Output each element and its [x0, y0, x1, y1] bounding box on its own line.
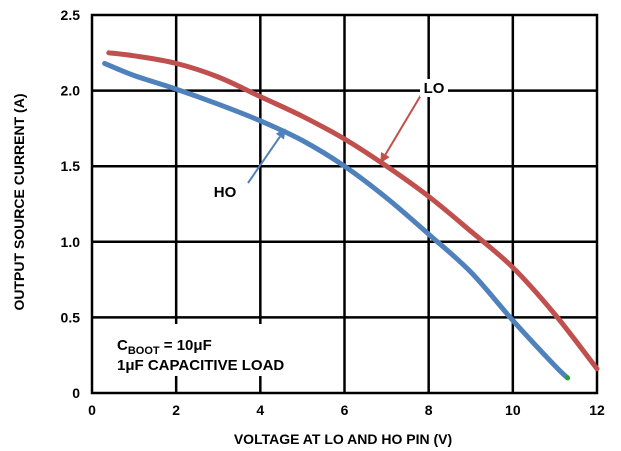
grid [90, 13, 599, 395]
ho-end-marker [565, 375, 571, 381]
x-tick-label-5: 10 [505, 402, 521, 418]
note-c-suffix: = 10μF [160, 337, 212, 354]
x-tick-label-6: 12 [589, 402, 605, 418]
x-axis-title: VOLTAGE AT LO AND HO PIN (V) [234, 431, 452, 447]
annotation-arrow-lo [384, 94, 422, 156]
plot-frame [90, 13, 599, 395]
y-tick-label-4: 2.0 [61, 83, 81, 99]
x-tick-label-0: 0 [88, 402, 96, 418]
series-line-ho [102, 60, 571, 381]
annotation-arrow-ho [247, 136, 281, 184]
x-tick-label-3: 6 [341, 402, 349, 418]
note-box-bg [110, 324, 330, 376]
note-line-2: 1μF CAPACITIVE LOAD [117, 357, 284, 374]
x-tick-label-2: 4 [256, 402, 264, 418]
annotations: LO HO [211, 79, 448, 201]
annotation-bg-ho [211, 183, 239, 201]
annotation-arrowhead-lo [380, 152, 390, 164]
y-tick-label-1: 0.5 [61, 309, 81, 325]
annotation-label-lo: LO [424, 80, 445, 97]
y-tick-label-2: 1.0 [61, 234, 81, 250]
tick-labels: 0 2 4 6 8 10 12 0 0.5 1.0 1.5 2.0 2.5 [61, 7, 605, 418]
note-c-prefix: C [117, 337, 128, 354]
series-lines [102, 50, 600, 381]
x-tick-label-4: 8 [425, 402, 433, 418]
annotation-arrowhead-ho [275, 128, 286, 140]
series-line-lo [106, 50, 600, 372]
annotation-label-ho: HO [214, 184, 237, 201]
y-tick-label-3: 1.5 [61, 158, 81, 174]
y-tick-label-5: 2.5 [61, 7, 81, 23]
x-tick-label-1: 2 [172, 402, 180, 418]
note-c-subscript: BOOT [128, 345, 160, 357]
y-tick-label-0: 0 [72, 385, 80, 401]
note-line-1: CBOOT = 10μF [117, 337, 212, 357]
annotation-bg-lo [420, 79, 448, 97]
y-axis-title: OUTPUT SOURCE CURRENT (A) [11, 94, 27, 311]
